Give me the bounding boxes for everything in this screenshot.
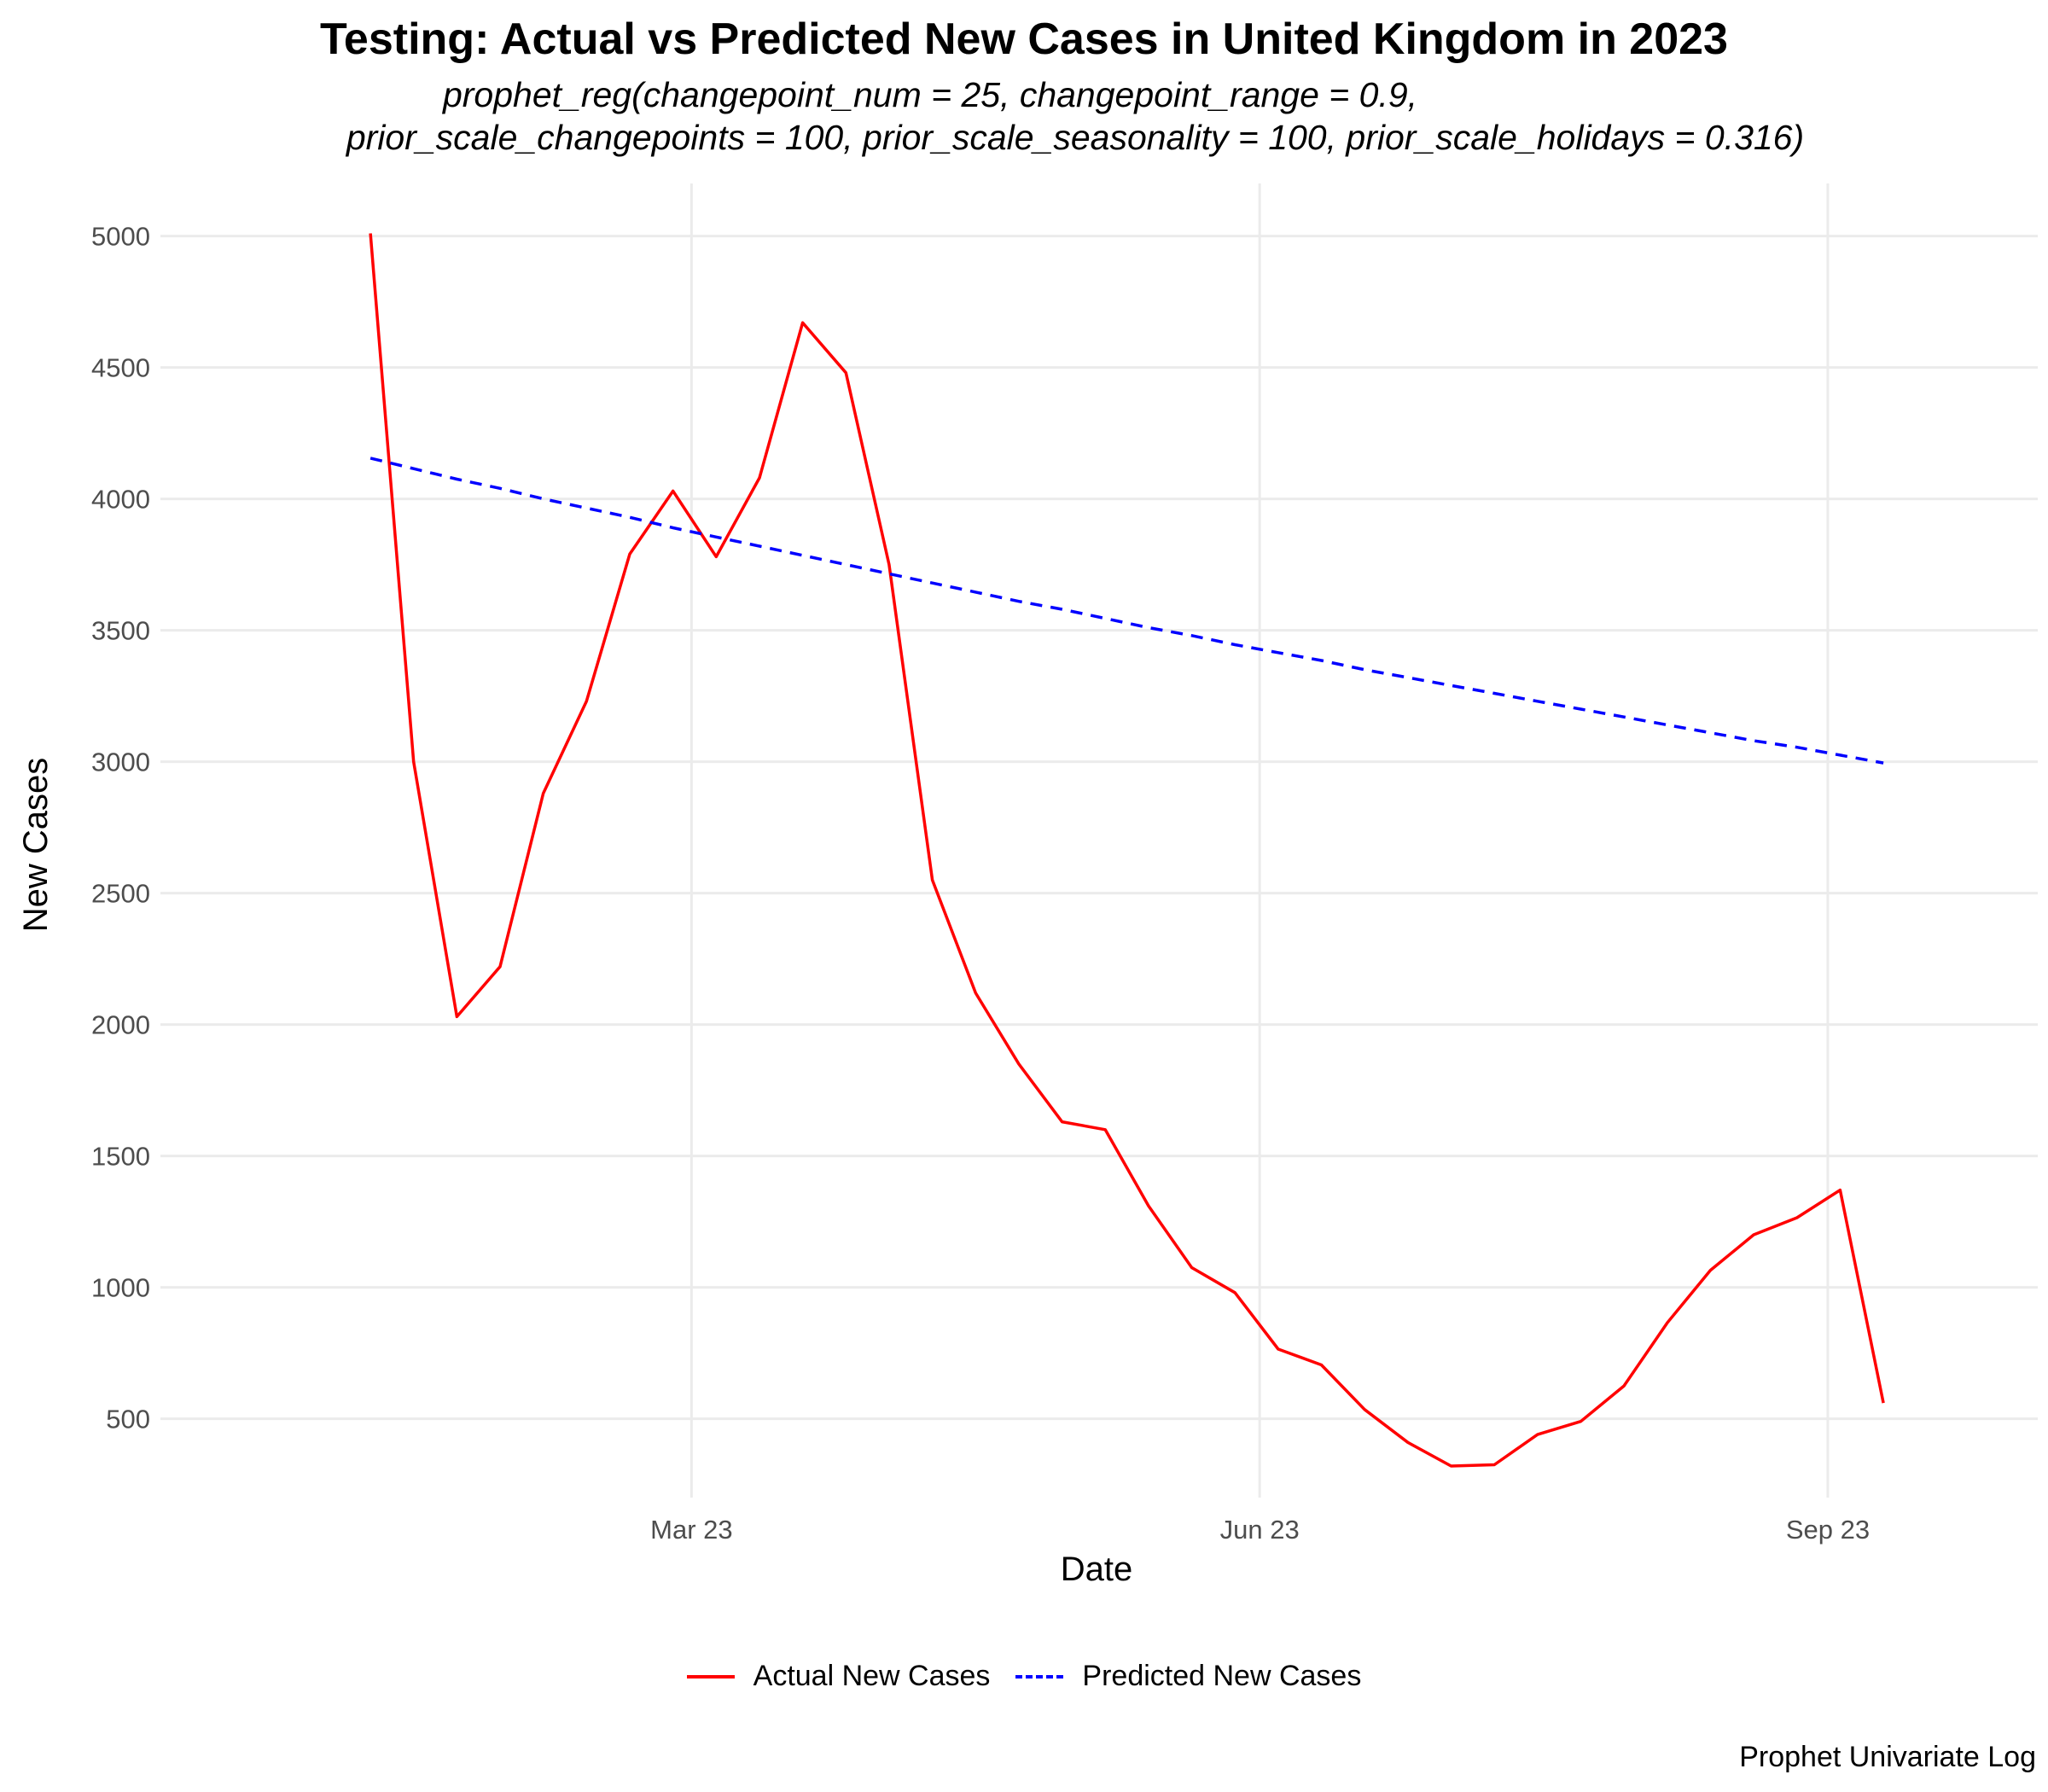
legend-key-predicted xyxy=(1015,1674,1064,1679)
series-layer xyxy=(369,233,1885,1468)
x-tick-label-1: Jun 23 xyxy=(1220,1515,1300,1545)
legend-item-actual: Actual New Cases xyxy=(686,1660,991,1693)
y-tick-label-4500: 4500 xyxy=(91,353,150,383)
x-tick-label-2: Sep 23 xyxy=(1786,1515,1870,1545)
grid-layer xyxy=(160,183,2038,1498)
y-tick-label-3500: 3500 xyxy=(91,616,150,646)
y-tick-label-1500: 1500 xyxy=(91,1142,150,1172)
chart-subtitle-line2: prior_scale_changepoints = 100, prior_sc… xyxy=(346,118,1805,157)
x-axis-title: Date xyxy=(1061,1551,1133,1588)
y-tick-label-4000: 4000 xyxy=(91,485,150,515)
y-tick-label-2500: 2500 xyxy=(91,879,150,909)
x-tick-label-0: Mar 23 xyxy=(650,1515,732,1545)
legend: Actual New Cases Predicted New Cases xyxy=(0,1660,2048,1693)
axis-layer: 500 1000 1500 2000 2500 3000 3500 4000 4500 5000 M… xyxy=(91,222,1870,1545)
legend-label-predicted: Predicted New Cases xyxy=(1082,1660,1362,1692)
legend-label-actual: Actual New Cases xyxy=(753,1660,991,1692)
chart-title: Testing: Actual vs Predicted New Cases i… xyxy=(320,15,1728,64)
series-line-actual xyxy=(369,233,1885,1468)
y-tick-label-5000: 5000 xyxy=(91,222,150,252)
chart-subtitle-line1: prophet_reg(changepoint_num = 25, change… xyxy=(442,75,1418,114)
legend-item-predicted: Predicted New Cases xyxy=(1015,1660,1361,1693)
legend-key-actual xyxy=(686,1674,735,1679)
y-tick-label-500: 500 xyxy=(106,1405,150,1434)
y-axis-title: New Cases xyxy=(17,758,55,933)
y-tick-label-2000: 2000 xyxy=(91,1010,150,1040)
y-tick-label-3000: 3000 xyxy=(91,748,150,777)
chart-caption: Prophet Univariate Log xyxy=(1739,1741,2036,1773)
series-line-predicted xyxy=(369,457,1884,765)
y-tick-label-1000: 1000 xyxy=(91,1273,150,1303)
